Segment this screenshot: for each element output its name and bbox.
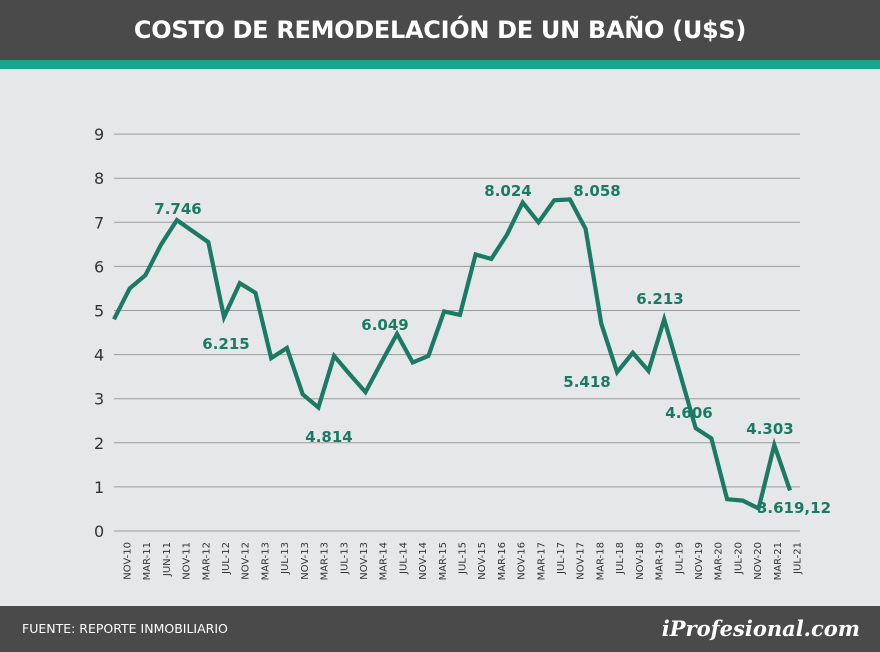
x-tick-label: JUL-14 <box>398 542 409 575</box>
x-tick-label: JUL-15 <box>458 542 469 575</box>
data-label: 4.606 <box>665 404 712 422</box>
x-tick-label: NOV-13 <box>359 542 370 580</box>
x-tick-label: MAR-19 <box>655 542 666 580</box>
y-tick-label: 4 <box>94 346 104 365</box>
y-tick-label: 7 <box>94 213 104 232</box>
x-tick-label: NOV-13 <box>300 542 311 580</box>
x-tick-label: MAR-21 <box>773 542 784 580</box>
data-label: 8.058 <box>573 182 620 200</box>
chart-area: 0 1 2 3 4 5 6 7 8 9 NOV-10 MAR-11 JUN-11 NOV-11 MAR-12… <box>0 69 880 606</box>
data-label: 6.215 <box>202 335 249 353</box>
y-tick-label: 2 <box>94 434 104 453</box>
x-tick-label: MAR-12 <box>201 542 212 580</box>
footer-bar: FUENTE: REPORTE INMOBILIARIO iProfesiona… <box>0 606 880 652</box>
data-label: 3.619,12 <box>757 499 831 517</box>
x-tick-label: NOV-10 <box>123 542 134 580</box>
y-tick-label: 3 <box>94 390 104 409</box>
x-tick-label: JUN-11 <box>162 542 173 577</box>
y-tick-label: 0 <box>94 522 104 541</box>
x-tick-label: MAR-13 <box>320 542 331 580</box>
y-tick-label: 9 <box>94 125 104 144</box>
x-tick-label: NOV-20 <box>753 542 764 580</box>
chart-title: COSTO DE REMODELACIÓN DE UN BAÑO (U$S) <box>133 16 747 44</box>
y-tick-label: 6 <box>94 257 104 276</box>
x-tick-label: JUL-13 <box>280 542 291 575</box>
x-tick-label: MAR-16 <box>497 542 508 580</box>
x-tick-label: NOV-18 <box>635 542 646 580</box>
brand-logo: iProfesional.com <box>661 616 860 641</box>
data-label: 7.746 <box>154 200 201 218</box>
x-tick-label: NOV-11 <box>182 542 193 580</box>
x-tick-label: NOV-15 <box>477 542 488 580</box>
data-label: 5.418 <box>563 373 610 391</box>
x-tick-label: JUL-17 <box>556 542 567 575</box>
data-label: 4.814 <box>305 428 352 446</box>
x-tick-label: MAR-11 <box>142 542 153 580</box>
header-bar <box>0 0 880 60</box>
data-label: 4.303 <box>746 420 793 438</box>
source-note: FUENTE: REPORTE INMOBILIARIO <box>22 621 228 636</box>
y-tick-label: 5 <box>94 302 104 321</box>
x-tick-label: JUL-13 <box>339 542 350 575</box>
data-series-line <box>112 197 792 512</box>
x-tick-label: JUL-19 <box>674 542 685 575</box>
x-tick-label: MAR-13 <box>260 542 271 580</box>
x-tick-label: NOV-17 <box>576 542 587 580</box>
x-tick-label: JUL-18 <box>615 542 626 575</box>
x-tick-label: MAR-15 <box>438 542 449 580</box>
data-label: 8.024 <box>484 182 531 200</box>
x-tick-label: NOV-12 <box>241 542 252 580</box>
x-tick-label: MAR-14 <box>379 542 390 580</box>
x-tick-label: NOV-14 <box>418 542 429 580</box>
x-tick-label: JUL-20 <box>733 542 744 575</box>
line-chart: 0 1 2 3 4 5 6 7 8 9 NOV-10 MAR-11 JUN-11 NOV-11 MAR-12… <box>94 125 831 580</box>
x-tick-label: NOV-19 <box>694 542 705 580</box>
data-label: 6.049 <box>361 316 408 334</box>
x-tick-label: MAR-17 <box>536 542 547 580</box>
x-tick-label: JUL-12 <box>221 542 232 575</box>
data-label: 6.213 <box>636 290 683 308</box>
header-accent-stripe <box>0 60 880 69</box>
x-tick-label: MAR-18 <box>595 542 606 580</box>
y-tick-label: 8 <box>94 169 104 188</box>
y-tick-label: 1 <box>94 478 104 497</box>
x-tick-label: NOV-16 <box>517 542 528 580</box>
x-tick-label: JUL-21 <box>793 542 804 575</box>
x-tick-label: MAR-20 <box>714 542 725 580</box>
